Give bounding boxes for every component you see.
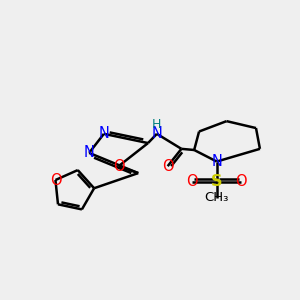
Text: O: O [113, 159, 124, 174]
Text: O: O [162, 159, 173, 174]
Text: N: N [152, 126, 162, 141]
Text: N: N [98, 126, 109, 141]
Text: O: O [236, 174, 247, 189]
Text: N: N [211, 154, 222, 169]
Text: CH₃: CH₃ [205, 191, 229, 204]
Text: S: S [211, 174, 223, 189]
Text: N: N [84, 146, 94, 160]
Text: O: O [50, 172, 61, 188]
Text: H: H [152, 118, 162, 130]
Text: O: O [186, 174, 198, 189]
